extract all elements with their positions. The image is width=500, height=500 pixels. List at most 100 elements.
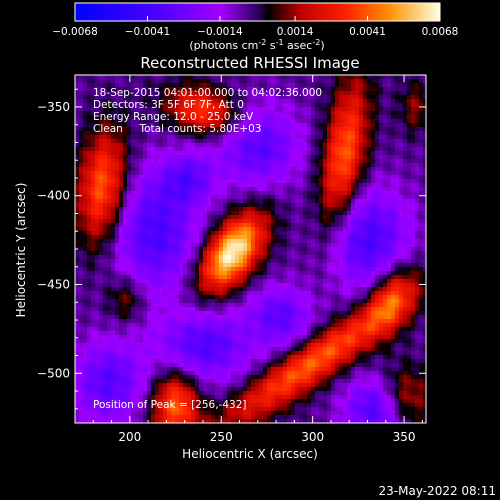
heatmap-cell [267,99,272,104]
heatmap-cell [251,103,256,108]
heatmap-cell [155,187,160,192]
heatmap-cell [155,255,160,260]
heatmap-cell [87,291,92,296]
heatmap-cell [131,251,136,256]
heatmap-cell [199,215,204,220]
heatmap-cell [179,119,184,124]
heatmap-cell [163,247,168,252]
heatmap-cell [131,91,136,96]
heatmap-cell [191,167,196,172]
heatmap-cell [211,139,216,144]
heatmap-cell [103,199,108,204]
heatmap-cell [295,395,300,400]
heatmap-cell [95,327,100,332]
heatmap-cell [271,283,276,288]
heatmap-cell [203,371,208,376]
heatmap-cell [163,287,168,292]
heatmap-cell [215,391,220,396]
heatmap-cell [283,219,288,224]
heatmap-cell [227,287,232,292]
heatmap-cell [95,131,100,136]
heatmap-cell [91,395,96,400]
heatmap-cell [243,303,248,308]
heatmap-cell [207,79,212,84]
heatmap-cell [231,319,236,324]
heatmap-cell [83,215,88,220]
heatmap-cell [163,383,168,388]
heatmap-cell [75,355,80,360]
heatmap-cell [143,287,148,292]
heatmap-cell [287,143,292,148]
heatmap-cell [163,211,168,216]
heatmap-cell [95,139,100,144]
heatmap-cell [191,283,196,288]
heatmap-cell [75,163,80,168]
heatmap-cell [131,415,136,420]
heatmap-cell [171,387,176,392]
heatmap-cell [255,155,260,160]
heatmap-cell [151,363,156,368]
heatmap-cell [287,403,292,408]
heatmap-cell [83,211,88,216]
heatmap-cell [103,311,108,316]
heatmap-cell [255,119,260,124]
heatmap-cell [119,207,124,212]
heatmap-cell [211,151,216,156]
heatmap-cell [259,223,264,228]
heatmap-cell [95,207,100,212]
heatmap-cell [187,335,192,340]
heatmap-cell [135,91,140,96]
heatmap-cell [203,223,208,228]
heatmap-cell [115,415,120,420]
heatmap-cell [103,151,108,156]
heatmap-cell [143,399,148,404]
heatmap-cell [195,291,200,296]
heatmap-cell [191,323,196,328]
heatmap-cell [267,251,272,256]
heatmap-cell [275,99,280,104]
heatmap-cell [199,191,204,196]
heatmap-cell [247,223,252,228]
heatmap-cell [167,407,172,412]
heatmap-cell [75,379,80,384]
heatmap-cell [159,403,164,408]
heatmap-cell [215,291,220,296]
heatmap-cell [163,307,168,312]
heatmap-cell [263,363,268,368]
heatmap-cell [143,315,148,320]
heatmap-cell [179,211,184,216]
heatmap-cell [135,155,140,160]
heatmap-cell [299,419,304,423]
heatmap-cell [135,131,140,136]
heatmap-cell [103,239,108,244]
heatmap-cell [75,347,80,352]
heatmap-cell [171,95,176,100]
heatmap-cell [83,327,88,332]
heatmap-cell [175,399,180,404]
heatmap-cell [207,287,212,292]
heatmap-cell [207,187,212,192]
heatmap-cell [275,175,280,180]
heatmap-cell [87,131,92,136]
heatmap-cell [131,331,136,336]
heatmap-cell [131,223,136,228]
heatmap-cell [299,159,304,164]
heatmap-cell [79,359,84,364]
heatmap-cell [115,239,120,244]
heatmap-cell [87,387,92,392]
heatmap-cell [147,215,152,220]
heatmap-cell [107,111,112,116]
heatmap-cell [275,243,280,248]
heatmap-cell [75,119,80,124]
heatmap-cell [239,263,244,268]
heatmap-cell [163,351,168,356]
heatmap-cell [103,351,108,356]
heatmap-cell [179,83,184,88]
heatmap-cell [143,407,148,412]
heatmap-cell [239,339,244,344]
heatmap-cell [115,107,120,112]
heatmap-cell [235,87,240,92]
heatmap-cell [251,279,256,284]
heatmap-cell [287,123,292,128]
heatmap-cell [111,179,116,184]
